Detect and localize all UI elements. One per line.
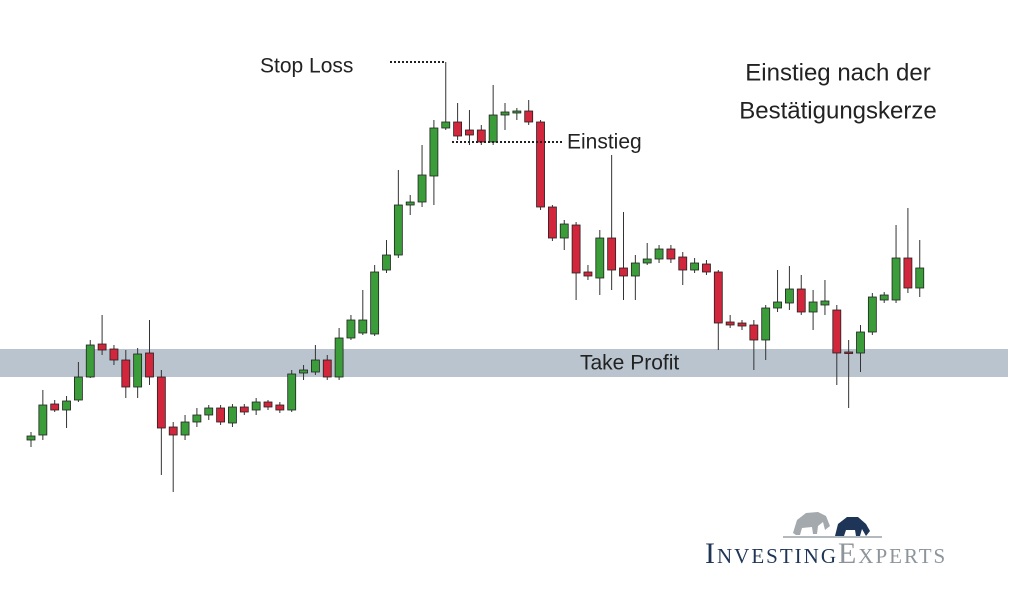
logo: InvestingExperts <box>705 512 947 570</box>
candle-body <box>808 301 818 313</box>
candle-body <box>417 174 427 203</box>
candle-body <box>761 307 771 341</box>
candle-body <box>346 319 356 339</box>
take-profit-zone <box>0 349 1008 377</box>
candle-body <box>903 257 913 289</box>
candle-body <box>524 110 534 123</box>
brand-name: InvestingExperts <box>705 537 947 570</box>
candle-body <box>915 267 925 289</box>
candle-body <box>180 421 190 436</box>
candle-body <box>773 301 782 309</box>
candle-body <box>133 353 143 388</box>
candle-body <box>702 263 711 273</box>
candle-body <box>583 271 593 277</box>
candle-body <box>465 129 474 136</box>
candle-body <box>785 288 794 304</box>
candle-body <box>121 359 131 388</box>
candle-body <box>642 258 652 264</box>
zone-layer: Take Profit <box>0 349 1008 377</box>
annotation-label: Stop Loss <box>260 55 353 78</box>
brand-first: Investing <box>705 537 838 570</box>
candle-body <box>488 114 498 143</box>
candle-body <box>441 121 451 129</box>
candle-body <box>725 321 735 326</box>
candle-body <box>145 352 154 378</box>
candle-body <box>453 121 463 137</box>
candle-body <box>251 401 261 411</box>
chart-title: Einstieg nach der <box>745 59 930 86</box>
candle-body <box>571 224 581 274</box>
brand-second: Experts <box>838 537 947 570</box>
candle-body <box>299 369 308 374</box>
candle-body <box>595 237 605 279</box>
candle-body <box>275 404 285 411</box>
candle-body <box>536 121 545 208</box>
candle-body <box>844 351 854 354</box>
chart-title: Bestätigungskerze <box>739 97 936 124</box>
candle-body <box>559 223 569 239</box>
candle-body <box>334 337 344 378</box>
candle-body <box>287 373 297 411</box>
candle-body <box>62 400 71 411</box>
candle-body <box>228 406 237 424</box>
candle-body <box>97 343 107 351</box>
bear-icon <box>835 517 870 536</box>
candle-body <box>713 271 723 324</box>
candle-body <box>654 248 664 260</box>
candle-body <box>879 294 889 301</box>
candle-body <box>156 376 166 429</box>
candle-body <box>619 267 628 277</box>
candle-body <box>263 401 273 408</box>
candle-body <box>38 404 48 436</box>
candle-body <box>74 376 83 401</box>
candle-layer <box>26 62 925 492</box>
annotation-label: Einstieg <box>567 131 642 154</box>
candle-body <box>607 237 617 271</box>
candle-body <box>393 204 403 256</box>
candle-body <box>867 296 877 333</box>
candle-body <box>429 127 439 177</box>
candle-body <box>382 254 391 271</box>
candle-body <box>512 110 522 114</box>
candle-body <box>370 271 380 335</box>
candle-body <box>820 300 830 306</box>
candle-body <box>405 201 415 206</box>
candle-body <box>204 407 214 416</box>
candle-body <box>500 111 510 116</box>
candle-body <box>192 414 202 423</box>
candle-body <box>216 407 226 423</box>
candle-body <box>50 403 60 411</box>
candle-body <box>322 359 332 378</box>
candle-body <box>476 129 486 143</box>
candle-body <box>358 319 368 334</box>
candle-body <box>749 324 759 341</box>
candle-body <box>666 248 676 260</box>
candle-body <box>85 344 95 378</box>
zone-label: Take Profit <box>580 352 679 375</box>
candle-body <box>690 262 699 271</box>
candle-body <box>891 257 901 301</box>
candle-body <box>796 288 806 313</box>
candle-body <box>26 435 36 441</box>
candle-body <box>239 406 249 413</box>
candle-body <box>678 256 688 271</box>
candle-body <box>109 348 119 361</box>
candle-body <box>832 309 842 354</box>
candle-body <box>168 426 178 436</box>
candle-body <box>548 206 557 239</box>
bull-icon <box>793 512 830 535</box>
candle-body <box>630 262 640 277</box>
candle-body <box>310 359 320 373</box>
candle-body <box>856 331 865 354</box>
candle-body <box>737 322 747 327</box>
